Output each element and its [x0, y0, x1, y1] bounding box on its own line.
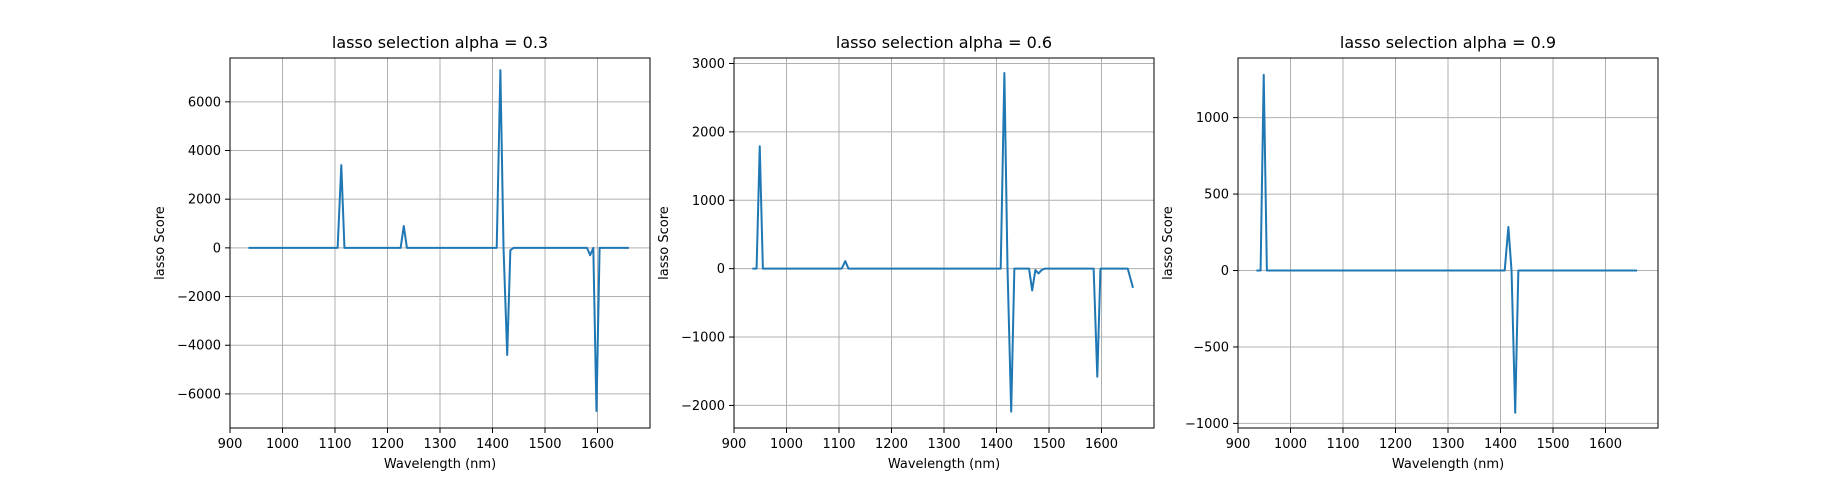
chart-panel-2: 900 1000 1100 1200 1300 1400 1500 1600 −2000 −100…	[657, 33, 1155, 472]
x-tick-label: 1400	[980, 437, 1013, 452]
x-tick-label: 1000	[1274, 437, 1307, 452]
series-line-1	[248, 69, 629, 412]
series-line-1	[752, 72, 1134, 413]
x-tick-label: 1200	[371, 437, 404, 452]
y-tick-label: −4000	[177, 339, 221, 354]
x-tick-label: 900	[218, 437, 243, 452]
y-tick-label: −500	[1193, 340, 1229, 355]
y-axis-label: lasso Score	[1161, 206, 1176, 280]
x-tick-label: 1000	[266, 437, 299, 452]
chart-title: lasso selection alpha = 0.3	[332, 33, 548, 52]
chart-panel-1: 900 1000 1100 1200 1300 1400 1500 1600 −6000 −400…	[153, 33, 651, 472]
chart-title: lasso selection alpha = 0.6	[836, 33, 1052, 52]
x-tick-label: 1600	[1085, 437, 1118, 452]
y-tick-label: −1000	[681, 331, 725, 346]
y-tick-label: 2000	[188, 193, 221, 208]
x-tick-label: 1500	[528, 437, 561, 452]
y-tick-label: 0	[1221, 264, 1229, 279]
y-tick-label: 3000	[692, 57, 725, 72]
x-tick-label: 1500	[1032, 437, 1065, 452]
y-tick-label: 2000	[692, 125, 725, 140]
x-tick-label: 1400	[1484, 437, 1517, 452]
x-axis-label: Wavelength (nm)	[384, 457, 496, 472]
x-tick-label: 1100	[318, 437, 351, 452]
series-line-1	[1256, 73, 1637, 414]
y-tick-label: 4000	[188, 144, 221, 159]
y-tick-label: −2000	[177, 290, 221, 305]
y-tick-label: 500	[1204, 188, 1229, 203]
x-tick-label: 1000	[770, 437, 803, 452]
x-tick-label: 1300	[423, 437, 456, 452]
x-axis-label: Wavelength (nm)	[888, 457, 1000, 472]
x-tick-label: 1300	[1431, 437, 1464, 452]
y-tick-label: 0	[213, 241, 221, 256]
y-axis-label: lasso Score	[657, 206, 672, 280]
x-axis-label: Wavelength (nm)	[1392, 457, 1504, 472]
y-tick-label: −1000	[1185, 417, 1229, 432]
y-tick-label: 1000	[1196, 111, 1229, 126]
y-axis-label: lasso Score	[153, 206, 168, 280]
x-tick-label: 900	[722, 437, 747, 452]
x-tick-label: 1300	[927, 437, 960, 452]
y-tick-label: 6000	[188, 95, 221, 110]
y-tick-label: −6000	[177, 387, 221, 402]
x-tick-label: 1600	[581, 437, 614, 452]
x-tick-label: 1100	[822, 437, 855, 452]
y-tick-label: 1000	[692, 194, 725, 209]
chart-title: lasso selection alpha = 0.9	[1340, 33, 1556, 52]
y-tick-label: 0	[717, 262, 725, 277]
y-tick-label: −2000	[681, 399, 725, 414]
chart-panel-3: 900 1000 1100 1200 1300 1400 1500 1600 −1000 −500…	[1161, 33, 1659, 472]
x-tick-label: 1400	[476, 437, 509, 452]
x-tick-label: 1100	[1326, 437, 1359, 452]
x-tick-label: 1200	[875, 437, 908, 452]
x-tick-label: 1200	[1379, 437, 1412, 452]
x-tick-label: 1500	[1536, 437, 1569, 452]
x-tick-label: 1600	[1589, 437, 1622, 452]
x-tick-label: 900	[1226, 437, 1251, 452]
